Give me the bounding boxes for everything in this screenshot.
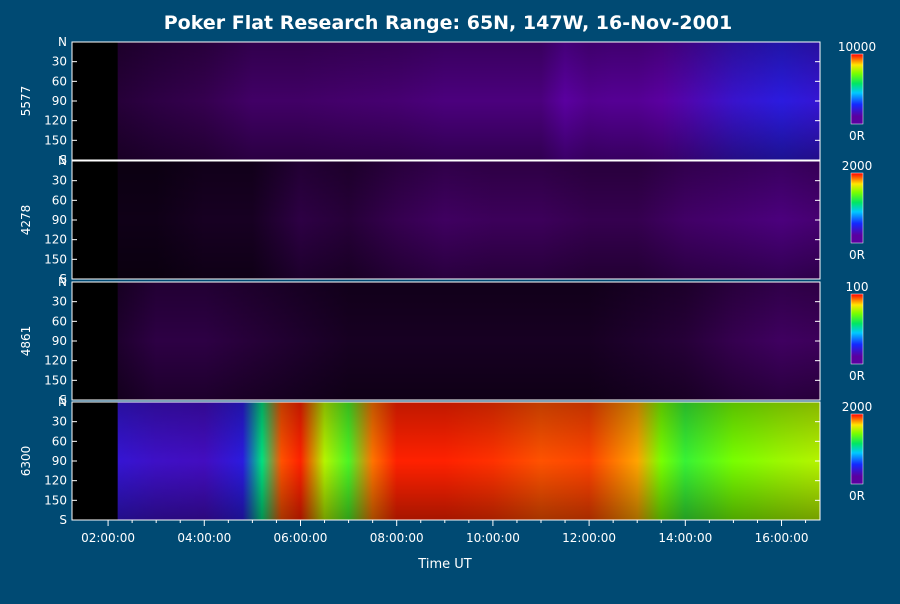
- latitude-shading: [117, 42, 820, 160]
- y-tick-label: 150: [44, 133, 67, 147]
- y-tick-label: 30: [52, 174, 67, 188]
- x-tick-label: 08:00:00: [370, 531, 424, 545]
- y-tick-label: 150: [44, 373, 67, 387]
- colorbar-min-label: 0R: [849, 248, 865, 262]
- y-tick-label: 90: [52, 213, 67, 227]
- x-tick-label: 16:00:00: [755, 531, 809, 545]
- y-tick-label: 150: [44, 252, 67, 266]
- y-tick-label: S: [59, 513, 67, 527]
- colorbar-min-label: 0R: [849, 369, 865, 383]
- chart-title: Poker Flat Research Range: 65N, 147W, 16…: [164, 12, 732, 34]
- x-tick-label: 06:00:00: [274, 531, 328, 545]
- y-tick-label: 120: [44, 114, 67, 128]
- time-axis: 02:00:00 04:00:00 06:00:00 08:00:00 10:00:00…: [81, 520, 808, 545]
- y-tick-label: 60: [52, 193, 67, 207]
- y-tick-label: 30: [52, 415, 67, 429]
- panel-4278: N 30 60 90 120 150 S 4278 2000 0R: [19, 154, 872, 286]
- colorbar: [850, 172, 864, 244]
- y-tick-label: S: [59, 272, 67, 286]
- wavelength-label: 4861: [19, 326, 33, 357]
- y-tick-label: 30: [52, 295, 67, 309]
- colorbar-max-label: 10000: [838, 40, 876, 54]
- panel-6300: N 30 60 90 120 150 S 6300 2000 0R: [19, 395, 872, 527]
- wavelength-label: 6300: [19, 446, 33, 477]
- x-axis-label: Time UT: [417, 557, 471, 572]
- y-tick-label: N: [58, 395, 67, 409]
- wavelength-label: 5577: [19, 86, 33, 117]
- latitude-shading: [117, 161, 820, 279]
- wavelength-label: 4278: [19, 205, 33, 236]
- latitude-shading: [117, 402, 820, 520]
- x-tick-label: 14:00:00: [658, 531, 712, 545]
- y-tick-label: S: [59, 393, 67, 407]
- colorbar: [850, 53, 864, 125]
- x-tick-label: 04:00:00: [177, 531, 231, 545]
- colorbar-max-label: 2000: [842, 159, 873, 173]
- keogram-panels: N 30 60 90 120 150 S 5577 10000 0R N 30 60 90 120 150 S 4…: [19, 35, 876, 527]
- colorbar: [850, 293, 864, 365]
- colorbar-min-label: 0R: [849, 489, 865, 503]
- y-tick-label: 90: [52, 454, 67, 468]
- latitude-shading: [117, 282, 820, 400]
- y-tick-label: 120: [44, 474, 67, 488]
- colorbar: [850, 413, 864, 485]
- colorbar-max-label: 2000: [842, 400, 873, 414]
- y-tick-label: 120: [44, 354, 67, 368]
- colorbar-max-label: 100: [846, 280, 869, 294]
- panel-5577: N 30 60 90 120 150 S 5577 10000 0R: [19, 35, 876, 167]
- y-tick-label: 60: [52, 314, 67, 328]
- y-tick-label: 150: [44, 493, 67, 507]
- y-tick-label: 60: [52, 74, 67, 88]
- y-tick-label: 90: [52, 94, 67, 108]
- y-tick-label: 120: [44, 233, 67, 247]
- y-tick-label: S: [59, 153, 67, 167]
- y-tick-label: N: [58, 154, 67, 168]
- y-tick-label: 60: [52, 434, 67, 448]
- colorbar-min-label: 0R: [849, 129, 865, 143]
- x-tick-label: 02:00:00: [81, 531, 135, 545]
- x-tick-label: 12:00:00: [562, 531, 616, 545]
- panel-4861: N 30 60 90 120 150 S 4861 100 0R: [19, 275, 868, 407]
- y-tick-label: 90: [52, 334, 67, 348]
- y-tick-label: N: [58, 275, 67, 289]
- y-tick-label: N: [58, 35, 67, 49]
- y-tick-label: 30: [52, 55, 67, 69]
- x-tick-label: 10:00:00: [466, 531, 520, 545]
